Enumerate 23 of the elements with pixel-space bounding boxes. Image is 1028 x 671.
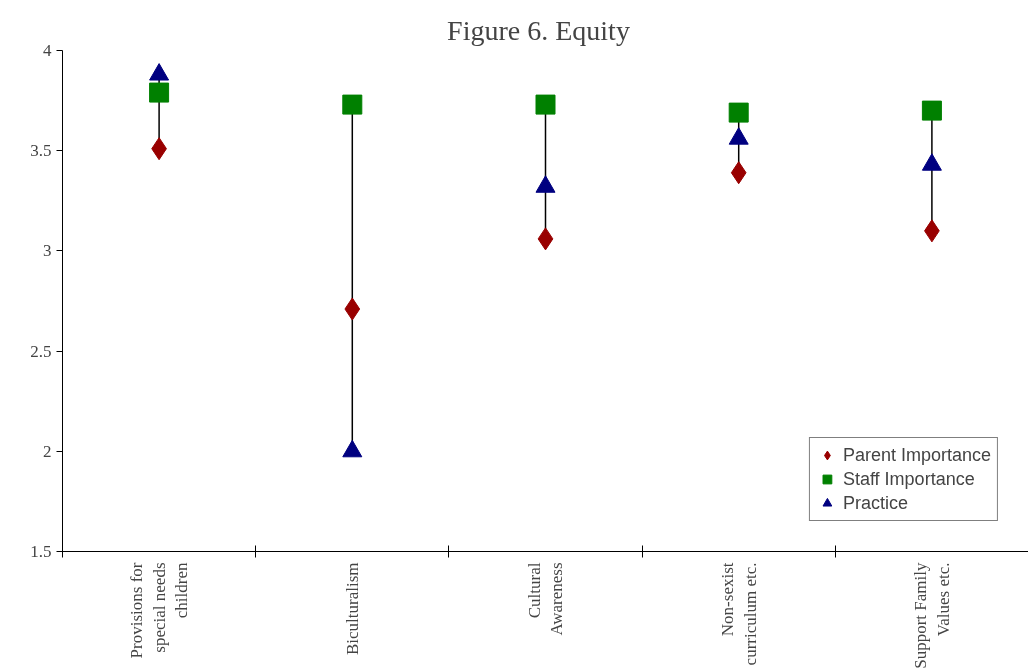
point [728, 102, 749, 123]
point [342, 94, 363, 115]
chart-title: Figure 6. Equity [447, 14, 630, 46]
y-tick-label: 2 [43, 441, 52, 461]
x-tick-label: Provisions for special needs children [126, 562, 192, 659]
point [535, 94, 556, 115]
legend-label: Practice [842, 492, 908, 514]
x-tick-label: Support Family Values etc. [911, 562, 953, 669]
point [344, 297, 361, 321]
point [730, 161, 747, 185]
x-tick-label: Cultural Awareness [524, 562, 567, 636]
point [149, 82, 170, 103]
legend-label: Parent Importance [842, 444, 991, 466]
point [921, 100, 942, 121]
y-tick-label: 2.5 [30, 341, 52, 361]
y-tick-label: 1.5 [30, 542, 52, 561]
x-tick-label: Biculturalism [342, 562, 362, 656]
point [537, 227, 554, 251]
legend-label: Staff Importance [842, 468, 975, 490]
y-tick-label: 3.5 [30, 141, 52, 161]
y-tick-label: 4 [43, 41, 52, 60]
y-tick-label: 3 [43, 241, 52, 261]
x-tick-label: Non-sexist curriculum etc. [717, 562, 760, 666]
